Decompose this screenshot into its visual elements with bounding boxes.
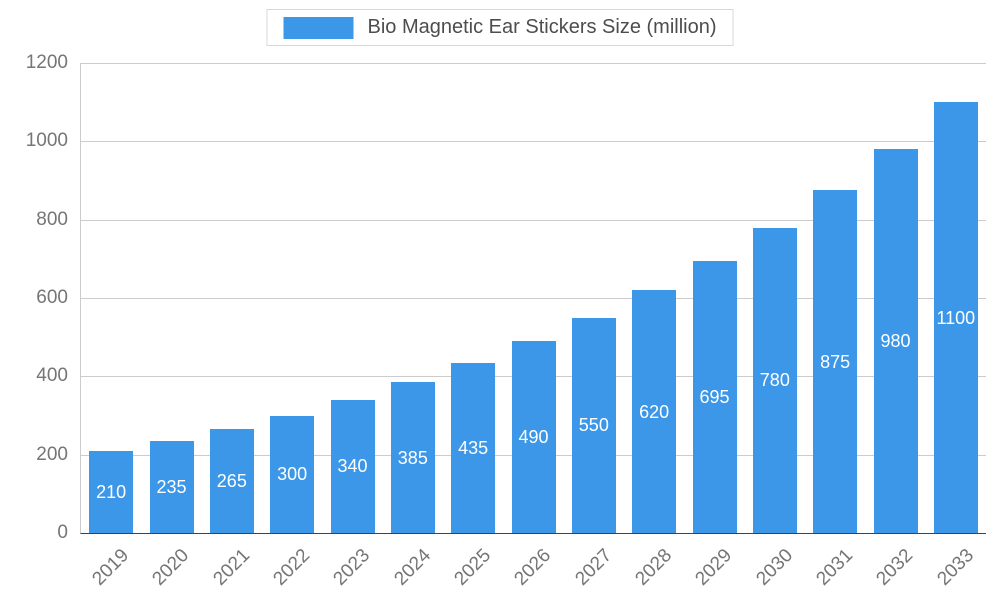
bar-value-label: 875 <box>820 351 851 372</box>
bar-2025[interactable]: 435 <box>451 362 496 533</box>
y-tick-label: 400 <box>36 365 68 387</box>
y-tick-label: 600 <box>36 287 68 308</box>
x-axis-label: 2031 <box>812 545 858 590</box>
bar-value-label: 780 <box>759 370 790 391</box>
bar-2021[interactable]: 265 <box>209 429 254 533</box>
bar-2023[interactable]: 340 <box>330 399 375 533</box>
bar-value-label: 1100 <box>936 307 976 328</box>
y-tick-label: 200 <box>36 443 68 465</box>
x-axis-label: 2030 <box>751 545 797 590</box>
bar-value-label: 490 <box>518 427 549 448</box>
x-axis-label: 2032 <box>872 545 918 590</box>
bar-value-label: 435 <box>458 437 489 458</box>
legend-label: Bio Magnetic Ear Stickers Size (million) <box>367 16 717 38</box>
bar-value-label: 300 <box>277 464 308 485</box>
y-tick-label: 1200 <box>25 52 68 73</box>
bar-2019[interactable]: 210 <box>89 450 134 533</box>
bar-value-label: 235 <box>156 476 187 497</box>
bar-2022[interactable]: 300 <box>270 415 315 533</box>
x-axis-label: 2027 <box>570 545 616 590</box>
bar-value-label: 980 <box>880 331 911 352</box>
legend: Bio Magnetic Ear Stickers Size (million) <box>266 9 734 46</box>
x-axis-label: 2022 <box>269 545 315 590</box>
x-axis-label: 2023 <box>329 545 375 590</box>
bar-2030[interactable]: 780 <box>752 227 797 533</box>
x-axis-label: 2026 <box>510 545 556 590</box>
bar-2027[interactable]: 550 <box>571 317 616 533</box>
x-axis-label: 2020 <box>148 545 194 590</box>
bar-2020[interactable]: 235 <box>149 440 194 533</box>
x-axis-label: 2019 <box>88 545 134 590</box>
y-tick-label: 800 <box>36 208 68 230</box>
bar-2029[interactable]: 695 <box>692 260 737 533</box>
bar-value-label: 620 <box>639 401 670 422</box>
gridline <box>81 298 986 299</box>
bar-2032[interactable]: 980 <box>873 149 918 533</box>
gridline <box>81 141 986 143</box>
bar-value-label: 550 <box>578 415 609 436</box>
bar-value-label: 340 <box>337 456 368 477</box>
x-axis-label: 2033 <box>932 545 978 590</box>
bar-2028[interactable]: 620 <box>632 290 677 533</box>
x-axis-label: 2021 <box>208 545 254 590</box>
y-tick-label: 1000 <box>25 130 68 152</box>
x-axis-label: 2029 <box>691 545 737 590</box>
gridline <box>81 219 986 221</box>
bar-2031[interactable]: 875 <box>813 190 858 533</box>
bar-value-label: 695 <box>699 386 730 407</box>
gridline <box>81 63 986 64</box>
bar-2024[interactable]: 385 <box>390 382 435 533</box>
x-axis-label: 2025 <box>450 545 496 590</box>
legend-swatch <box>283 16 354 39</box>
bar-value-label: 385 <box>397 447 428 468</box>
x-axis-label: 2028 <box>631 545 677 590</box>
bar-value-label: 265 <box>216 471 247 492</box>
bar-2033[interactable]: 1100 <box>933 102 978 533</box>
plot-area: 210 235 265 300 340 385 435 490 550 620 695 780 875 9… <box>80 63 986 534</box>
bar-value-label: 210 <box>96 481 127 502</box>
bar-2026[interactable]: 490 <box>511 341 556 533</box>
x-axis-label: 2024 <box>389 545 435 590</box>
y-tick-label: 0 <box>57 522 68 543</box>
